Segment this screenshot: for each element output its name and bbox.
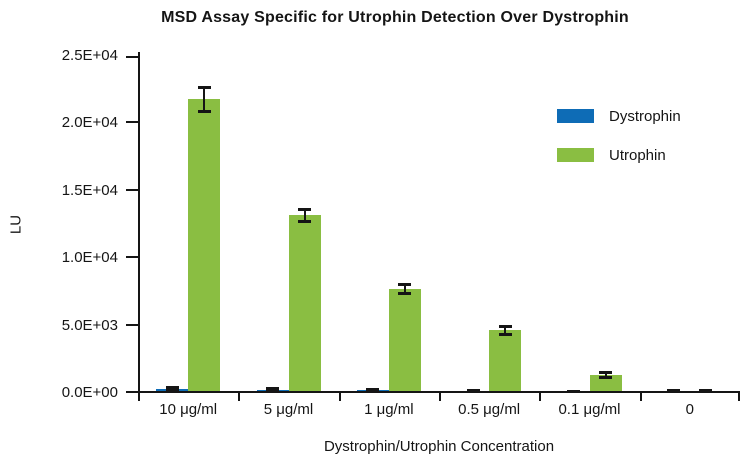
utrophin-swatch-icon — [557, 148, 594, 162]
error-bar-stem — [604, 372, 607, 378]
x-tick-label: 1 μg/ml — [364, 401, 414, 418]
error-bar-cap-top — [398, 283, 412, 286]
x-tick-labels: 10 μg/ml 5 μg/ml 1 μg/ml 0.5 μg/ml 0.1 μ… — [138, 401, 740, 418]
bar-utrophin-1 — [288, 215, 321, 393]
error-bar-cap-bottom — [366, 388, 380, 392]
x-tick-mark — [640, 393, 642, 401]
error-bar-stem — [203, 87, 206, 112]
y-tick-label: 5.0E+03 — [61, 317, 118, 334]
x-tick-mark — [238, 393, 240, 401]
legend-label: Utrophin — [609, 146, 666, 164]
error-bar-cap-bottom — [197, 109, 211, 113]
y-tick-mark — [126, 56, 138, 58]
error-bar-cap-bottom — [599, 375, 612, 379]
x-tick-mark — [539, 393, 541, 401]
error-bar-stem — [504, 326, 507, 335]
x-tick-mark — [439, 393, 441, 401]
legend-item-utrophin: Utrophin — [557, 144, 681, 166]
error-bar-cap-bottom — [298, 219, 311, 223]
y-tick-mark — [126, 391, 138, 393]
y-tick-label: 2.0E+04 — [61, 114, 118, 131]
error-bar-cap-top — [498, 324, 512, 328]
error-bar-cap-bottom — [165, 388, 179, 392]
x-tick-label: 0.1 μg/ml — [558, 401, 621, 418]
legend: Dystrophin Utrophin — [557, 105, 681, 183]
y-tick-mark — [126, 323, 138, 326]
error-bar-cap-bottom — [398, 292, 412, 296]
x-tick-label: 0 — [685, 401, 694, 418]
legend-item-dystrophin: Dystrophin — [557, 105, 681, 127]
plot-area — [126, 52, 740, 401]
x-tick-label: 5 μg/ml — [263, 401, 314, 418]
y-tick-label: 0.0E+00 — [61, 384, 118, 401]
y-tick-label: 1.0E+04 — [61, 249, 118, 266]
y-axis-line — [138, 52, 140, 393]
y-axis-title: LU — [7, 214, 25, 235]
y-tick-mark — [126, 256, 138, 259]
x-tick-label: 10 μg/ml — [159, 401, 218, 418]
y-tick-mark — [126, 188, 138, 191]
error-bar-stem — [303, 209, 306, 222]
x-axis-title: Dystrophin/Utrophin Concentration — [323, 438, 555, 455]
error-bar-cap-top — [298, 207, 311, 211]
dystrophin-swatch-icon — [557, 109, 594, 123]
error-bar-cap-top — [165, 386, 179, 390]
bar-utrophin-2 — [388, 289, 421, 393]
error-bar-cap-top — [197, 85, 211, 89]
y-tick-label: 1.5E+04 — [61, 182, 118, 199]
bar-utrophin-4 — [589, 374, 622, 393]
bar-utrophin-0 — [188, 99, 221, 393]
x-tick-mark — [738, 393, 740, 401]
x-tick-mark — [339, 393, 341, 401]
x-tick-label: 0.5 μg/ml — [458, 401, 521, 418]
y-tick-label: 2.5E+04 — [61, 47, 118, 64]
legend-label: Dystrophin — [609, 107, 681, 125]
bar-utrophin-3 — [489, 330, 522, 393]
chart-title: MSD Assay Specific for Utrophin Detectio… — [161, 9, 629, 26]
error-bar-cap-top — [599, 370, 612, 374]
x-tick-mark — [138, 393, 140, 401]
error-bar-cap-top — [266, 387, 279, 391]
error-bar-cap-bottom — [498, 332, 512, 336]
error-bar-cap-bottom — [266, 388, 279, 392]
x-axis-line — [138, 391, 740, 393]
error-bar-stem — [403, 284, 406, 294]
y-tick-mark — [126, 121, 138, 124]
